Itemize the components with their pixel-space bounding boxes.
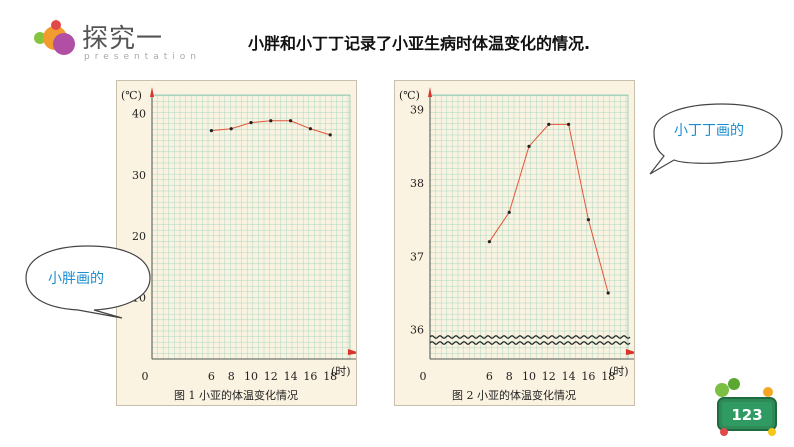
- chart-2-x-tick-label: 8: [506, 370, 513, 383]
- logo: [34, 20, 78, 60]
- chart-2-x-tick-label: 10: [522, 370, 536, 383]
- chart-1-x-arrow: [348, 349, 356, 355]
- chart-panel-2: (℃) (时) 0 36 37 38 39 6 8 10 12 14 16 18 图 2 小亚的体温变化情况: [394, 80, 635, 406]
- chart-1-data-point: [209, 129, 213, 133]
- chart-2-x-tick-label: 12: [542, 370, 556, 383]
- badge-graphic: 123: [715, 378, 777, 436]
- chart-1-y-arrow: [150, 87, 154, 97]
- section-subtitle: presentation: [84, 52, 201, 62]
- chart-1-data-point: [308, 127, 312, 131]
- chart-2-y-unit: (℃): [399, 89, 420, 102]
- chart-1-data-point: [289, 119, 293, 123]
- chart-2-grid: [429, 94, 629, 360]
- bubble-right-shape: [649, 103, 783, 175]
- chart-1-data-point: [269, 119, 273, 123]
- speech-bubble-right: 小丁丁画的: [644, 98, 790, 180]
- chart-2-y-tick-label: 36: [410, 324, 424, 337]
- chart-2-data-point: [567, 122, 571, 126]
- chart-1-caption: 图 1 小亚的体温变化情况: [174, 388, 298, 402]
- chart-1-x-tick-label: 6: [208, 370, 215, 383]
- chart-2-x-arrow: [626, 349, 634, 355]
- chart-2-data-point: [547, 122, 551, 126]
- bubble-left-shape: [25, 245, 151, 319]
- chart-panel-1: (℃) (时) 0 10 20 30 40 6 8 10 12 14 16 18 图 1 小亚的体温变化情况: [116, 80, 357, 406]
- badge-text: 123: [731, 406, 762, 424]
- chart-1-x-tick-label: 14: [284, 370, 298, 383]
- chart-1-x-tick-label: 16: [303, 370, 317, 383]
- chart-1-x-tick-label: 12: [264, 370, 278, 383]
- chart-2-x-unit: (时): [609, 365, 629, 378]
- chart-2-data-point: [606, 291, 610, 295]
- chart-2-x-tick-label: 6: [486, 370, 493, 383]
- chart-1-data-point: [328, 133, 332, 137]
- chart-1-y-tick-label: 20: [132, 230, 146, 243]
- chart-1-grid: [151, 94, 351, 360]
- chart-2-data-point: [527, 144, 531, 148]
- speech-bubble-left: 小胖画的: [18, 240, 158, 320]
- bubble-left-text: 小胖画的: [48, 271, 104, 287]
- chart-2-caption: 图 2 小亚的体温变化情况: [452, 388, 576, 402]
- chart-2-data-point: [586, 218, 590, 222]
- chart-1-x-tick-label: 10: [244, 370, 258, 383]
- chart-2-y-tick-label: 38: [410, 177, 424, 190]
- logo-dot-purple: [53, 33, 75, 55]
- bubble-right-text: 小丁丁画的: [674, 123, 744, 139]
- logo-dot-red: [51, 20, 61, 30]
- chart-1-y-tick-label: 40: [132, 107, 146, 120]
- chart-2-x-tick-label: 16: [581, 370, 595, 383]
- chart-2-data-point: [507, 210, 511, 214]
- chart-1-x-tick-label: 18: [323, 370, 337, 383]
- chart-2: (℃) (时) 0 36 37 38 39 6 8 10 12 14 16 18 图 2 小亚的体温变化情况: [399, 87, 634, 402]
- page-heading: 小胖和小丁丁记录了小亚生病时体温变化的情况.: [248, 34, 591, 53]
- chart-1-y-tick-label: 30: [132, 169, 146, 182]
- chart-1-data-point: [229, 127, 233, 131]
- chart-2-axis-break-line: [429, 341, 631, 345]
- chart-2-data-point: [487, 240, 491, 244]
- section-title: 探究一: [82, 24, 164, 54]
- chart-1-data-point: [249, 121, 253, 125]
- chart-2-series-line: [488, 123, 609, 294]
- chart-2-y-tick-label: 37: [410, 250, 424, 263]
- chart-1-x-unit: (时): [331, 365, 351, 378]
- chart-2-y-tick-label: 39: [410, 104, 424, 117]
- chart-1-x-tick-label: 8: [228, 370, 235, 383]
- chart-2-x-tick-label: 18: [601, 370, 615, 383]
- chart-1-y-unit: (℃): [121, 89, 142, 102]
- chart-2-origin-label: 0: [420, 370, 427, 383]
- chart-2-axis-break-line: [429, 335, 631, 339]
- chart-2-x-tick-label: 14: [562, 370, 576, 383]
- chart-1-origin-label: 0: [142, 370, 149, 383]
- chart-1-series-line: [211, 120, 331, 136]
- number-badge: 123: [712, 376, 782, 438]
- chart-2-y-arrow: [428, 87, 432, 97]
